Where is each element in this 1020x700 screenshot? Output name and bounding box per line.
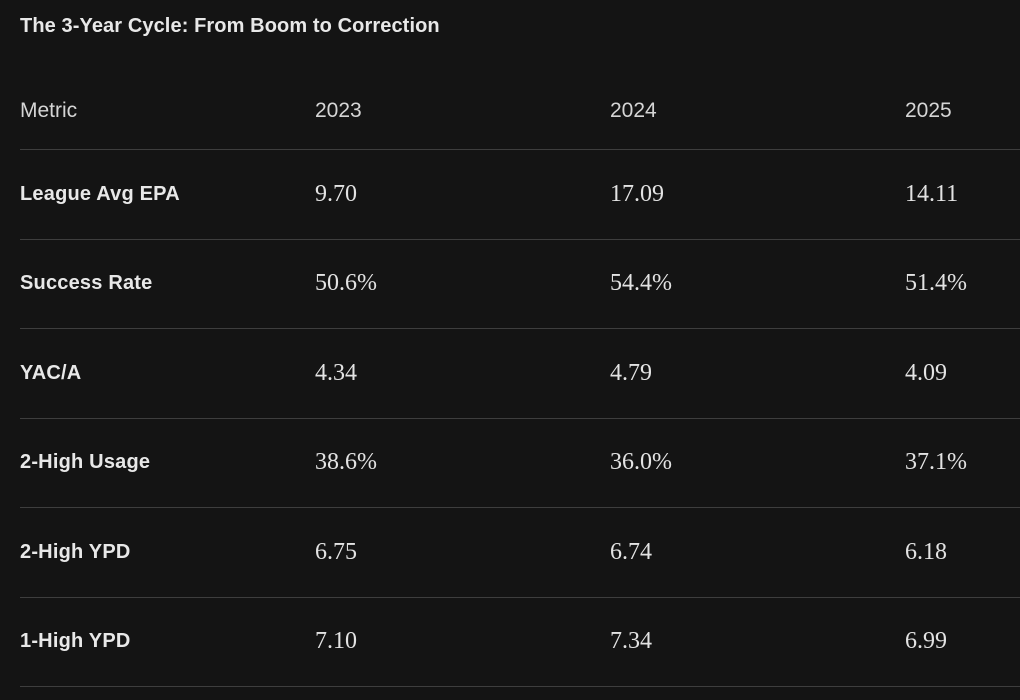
page-title: The 3-Year Cycle: From Boom to Correctio…	[20, 15, 440, 37]
table-row-1-high-ypd: 1-High YPD 7.10 7.34 6.99	[20, 598, 1020, 687]
value-2024: 54.4%	[610, 270, 672, 297]
table-row-success-rate: Success Rate 50.6% 54.4% 51.4%	[20, 240, 1020, 329]
value-2023: 6.75	[315, 538, 357, 565]
value-2023: 7.10	[315, 628, 357, 655]
value-2024: 36.0%	[610, 449, 672, 476]
metric-label: 2-High Usage	[20, 451, 151, 474]
data-table: Metric 2023 2024 2025 League Avg EPA 9.7…	[20, 40, 1020, 687]
value-2023: 50.6%	[315, 270, 377, 297]
column-header-2025: 2025	[905, 98, 952, 122]
value-2025: 37.1%	[905, 449, 967, 476]
column-header-metric: Metric	[20, 98, 78, 122]
value-2025: 6.18	[905, 538, 947, 565]
table-header-row: Metric 2023 2024 2025	[20, 40, 1020, 150]
table-row-2-high-ypd: 2-High YPD 6.75 6.74 6.18	[20, 508, 1020, 598]
value-2025: 6.99	[905, 628, 947, 655]
value-2023: 38.6%	[315, 449, 377, 476]
column-header-2024: 2024	[610, 98, 657, 122]
value-2024: 7.34	[610, 628, 652, 655]
table-row-2-high-usage: 2-High Usage 38.6% 36.0% 37.1%	[20, 419, 1020, 508]
metric-label: YAC/A	[20, 361, 82, 384]
value-2024: 17.09	[610, 180, 664, 207]
value-2024: 4.79	[610, 359, 652, 386]
value-2024: 6.74	[610, 538, 652, 565]
metric-label: 2-High YPD	[20, 540, 131, 563]
value-2025: 51.4%	[905, 270, 967, 297]
table-row-yac-a: YAC/A 4.34 4.79 4.09	[20, 329, 1020, 419]
value-2025: 4.09	[905, 359, 947, 386]
table-row-league-avg-epa: League Avg EPA 9.70 17.09 14.11	[20, 150, 1020, 240]
metric-label: Success Rate	[20, 272, 153, 295]
value-2023: 9.70	[315, 180, 357, 207]
value-2025: 14.11	[905, 180, 959, 207]
metric-label: 1-High YPD	[20, 630, 131, 653]
metric-label: League Avg EPA	[20, 182, 180, 205]
column-header-2023: 2023	[315, 98, 362, 122]
value-2023: 4.34	[315, 359, 357, 386]
